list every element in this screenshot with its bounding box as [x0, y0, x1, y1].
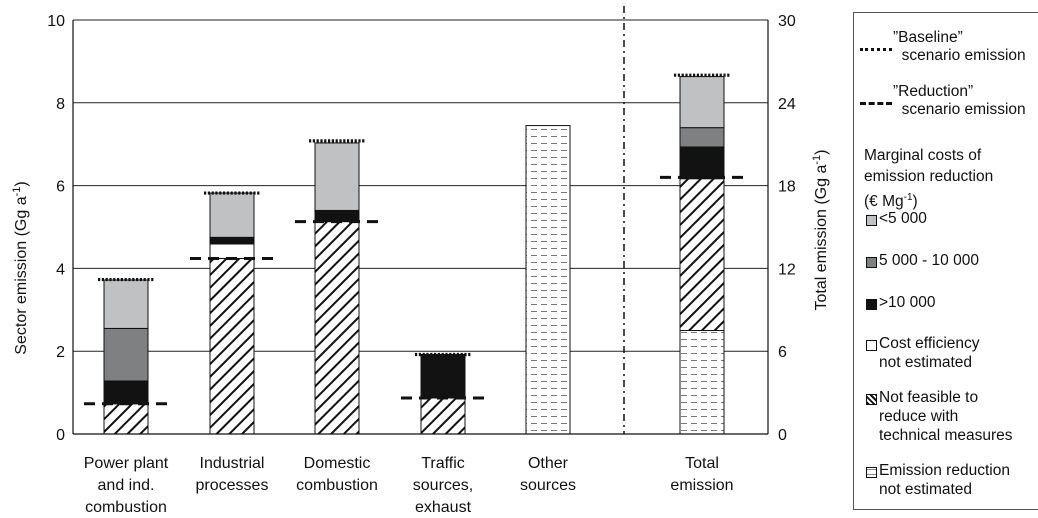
legend-swatch-dashfill — [866, 467, 877, 478]
right-axis-label: Total emission (Gg a-1) — [811, 150, 830, 311]
reduction-line-swatch — [860, 102, 892, 105]
bar-segment-black — [209, 236, 255, 245]
bar-segment-lightgray — [103, 279, 149, 329]
right-tick-label: 30 — [778, 13, 796, 30]
bar-segment-dashfill — [525, 125, 571, 435]
bar-segment-lightgray — [209, 192, 255, 238]
category-label: Domestic — [304, 455, 371, 472]
legend-swatch-lightgray — [866, 215, 877, 226]
left-tick-label: 8 — [56, 96, 65, 113]
scenario-marks — [84, 73, 744, 406]
category-label: sources — [520, 477, 576, 494]
legend-heading-line-2: emission reduction — [864, 168, 994, 185]
bar-segment-hatch — [103, 403, 149, 435]
baseline-line-swatch — [860, 48, 892, 51]
bar-segment-hatch — [420, 397, 466, 435]
category-label: processes — [196, 477, 269, 494]
right-tick-label: 24 — [778, 96, 796, 113]
left-tick-label: 2 — [56, 344, 65, 361]
category-label: and ind. — [98, 477, 155, 494]
bar-segment-black — [103, 380, 149, 405]
legend-swatch-darkgray — [866, 257, 877, 268]
category-label: Other — [528, 455, 569, 472]
bar-segment-white — [209, 243, 255, 259]
legend: ”Baseline” scenario emission ”Reduction”… — [853, 12, 1038, 510]
legend-item-label: Cost efficiency not estimated — [879, 335, 980, 371]
category-label: Power plant — [84, 455, 169, 472]
category-labels: Power plant and ind. combustion Industrial p… — [84, 455, 734, 516]
category-label: Industrial — [200, 455, 265, 472]
category-label: Total — [685, 455, 719, 472]
legend-item-label: <5 000 — [879, 210, 927, 227]
category-label: combustion — [296, 477, 378, 494]
left-axis-label: Sector emission (Gg a-1) — [11, 181, 30, 354]
legend-item-label: Emission reduction not estimated — [879, 462, 1010, 498]
legend-heading: Marginal costs of emission reduction (€ … — [864, 145, 1038, 212]
right-tick-label: 12 — [778, 261, 796, 278]
legend-swatch-hatch — [866, 394, 877, 405]
bar-segment-hatch — [209, 257, 255, 435]
bar-segment-black — [420, 354, 466, 399]
left-tick-label: 4 — [56, 261, 65, 278]
left-tick-label: 6 — [56, 179, 65, 196]
bar-segment-dashfill — [679, 330, 725, 435]
left-tick-label: 10 — [47, 13, 65, 30]
right-tick-label: 18 — [778, 179, 796, 196]
legend-swatch-white — [866, 340, 877, 351]
bar-segment-darkgray — [103, 327, 149, 382]
legend-swatch-black — [866, 299, 877, 310]
legend-baseline-label: ”Baseline” scenario emission — [893, 29, 1026, 64]
category-label: exhaust — [415, 499, 472, 516]
bar-segment-black — [314, 209, 360, 223]
right-tick-label: 0 — [778, 427, 787, 444]
bar-segment-darkgray — [679, 127, 725, 148]
bar-segment-lightgray — [679, 76, 725, 129]
bars — [103, 76, 725, 435]
category-label: sources, — [413, 477, 473, 494]
legend-reduction-label: ”Reduction” scenario emission — [893, 83, 1026, 118]
legend-item-label: >10 000 — [879, 294, 936, 311]
bar-segment-lightgray — [314, 142, 360, 211]
bar-segment-hatch — [314, 221, 360, 435]
category-label: Traffic — [421, 455, 465, 472]
legend-heading-line-1: Marginal costs of — [864, 147, 982, 164]
right-tick-label: 6 — [778, 344, 787, 361]
category-label: emission — [670, 477, 733, 494]
legend-heading-line-3: (€ Mg-1) — [864, 192, 918, 211]
bar-segment-hatch — [679, 178, 725, 331]
legend-item-label: 5 000 - 10 000 — [879, 252, 979, 269]
category-label: combustion — [85, 499, 167, 516]
bar-segment-black — [679, 146, 725, 180]
left-tick-label: 0 — [56, 427, 65, 444]
legend-item-label: Not feasible to reduce with technical me… — [879, 389, 1013, 444]
